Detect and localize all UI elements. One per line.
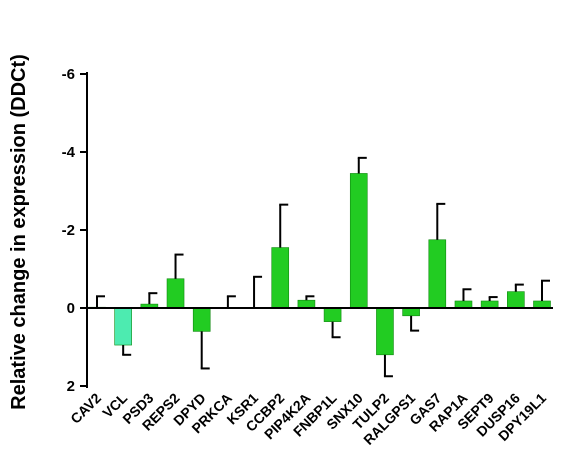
y-tick-label: -6 xyxy=(62,66,75,83)
bar xyxy=(271,247,290,309)
bar xyxy=(114,307,132,346)
bar xyxy=(376,307,394,356)
y-ticks-group: 2 0 -2 -4 -6 xyxy=(62,66,87,395)
y-axis-title: Relative change in expression (DDCt) xyxy=(8,54,30,410)
error-bars-group xyxy=(96,156,550,378)
bar xyxy=(454,300,473,309)
category-label: CAV2 xyxy=(67,390,104,427)
y-tick-label: 0 xyxy=(67,300,75,317)
bar xyxy=(297,299,316,309)
y-tick-label: -4 xyxy=(62,144,76,161)
bar xyxy=(166,278,185,309)
y-tick-label: 2 xyxy=(67,378,75,395)
bar xyxy=(533,300,551,309)
bar xyxy=(480,300,499,309)
category-labels-group: CAV2VCLPSD3REPS2DPYDPRKCAKSR1CCBP2PIP4K2… xyxy=(67,389,549,447)
bar xyxy=(192,307,211,332)
y-tick-label: -2 xyxy=(62,222,75,239)
bar xyxy=(507,291,525,309)
bars-group xyxy=(88,173,551,356)
bar xyxy=(349,173,368,309)
bar xyxy=(402,307,420,317)
bar xyxy=(428,239,447,309)
bar xyxy=(323,307,342,322)
